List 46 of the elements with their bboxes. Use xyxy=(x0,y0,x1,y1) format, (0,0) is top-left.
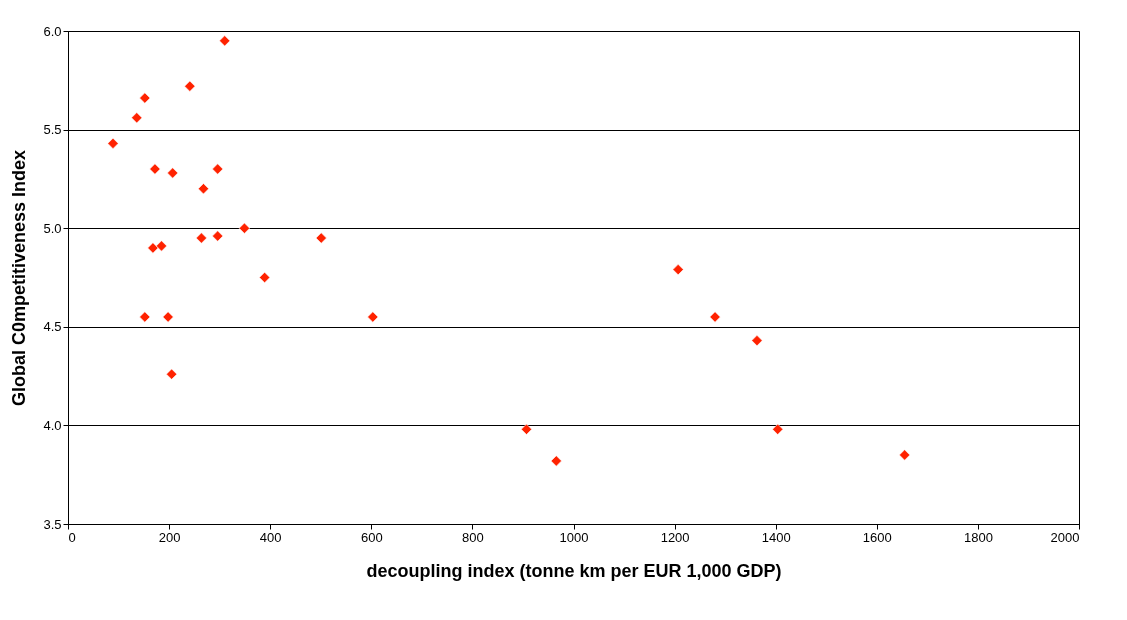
point xyxy=(709,311,721,323)
x-tick-label: 400 xyxy=(259,529,282,545)
x-tick-label: 0 xyxy=(68,529,76,545)
point xyxy=(315,232,327,244)
point xyxy=(162,311,174,323)
x-tick-label: 200 xyxy=(158,529,181,545)
point xyxy=(259,271,271,284)
point xyxy=(367,311,379,323)
point xyxy=(195,232,207,244)
y-tick-label: 6.0 xyxy=(43,23,62,39)
y-tick-label: 5.0 xyxy=(43,220,62,236)
x-axis-title: decoupling index (tonne km per EUR 1,000 GDP) xyxy=(366,560,782,581)
point xyxy=(147,242,159,254)
point xyxy=(107,137,119,149)
point xyxy=(155,240,168,252)
point xyxy=(899,449,911,461)
x-tick-label: 600 xyxy=(360,529,383,545)
point xyxy=(751,335,763,347)
point xyxy=(197,183,210,195)
point xyxy=(219,35,231,47)
y-tick-label: 4.5 xyxy=(43,319,62,335)
point xyxy=(139,311,151,323)
y-tick-label: 5.5 xyxy=(43,122,62,138)
point xyxy=(520,423,533,435)
point xyxy=(212,230,224,242)
point xyxy=(131,112,143,124)
point xyxy=(550,455,562,467)
x-tick-label: 1400 xyxy=(761,529,791,545)
y-axis-title: Global C0mpetitiveness Index xyxy=(9,149,30,407)
x-tick-label: 800 xyxy=(462,529,484,545)
x-tick-label: 1200 xyxy=(660,529,690,545)
x-tick-label: 2000 xyxy=(1050,529,1080,545)
point xyxy=(212,163,224,175)
point xyxy=(238,222,250,234)
point xyxy=(184,80,196,92)
point xyxy=(672,264,684,276)
point xyxy=(772,423,784,435)
y-tick-label: 4.0 xyxy=(43,417,62,433)
point xyxy=(149,163,161,175)
x-tick-label: 1800 xyxy=(963,529,993,545)
y-tick-label: 3.5 xyxy=(43,516,62,532)
point xyxy=(139,92,151,104)
x-tick-label: 1000 xyxy=(559,529,589,545)
point xyxy=(167,167,179,179)
x-tick-label: 1600 xyxy=(862,529,892,545)
point xyxy=(166,368,178,380)
